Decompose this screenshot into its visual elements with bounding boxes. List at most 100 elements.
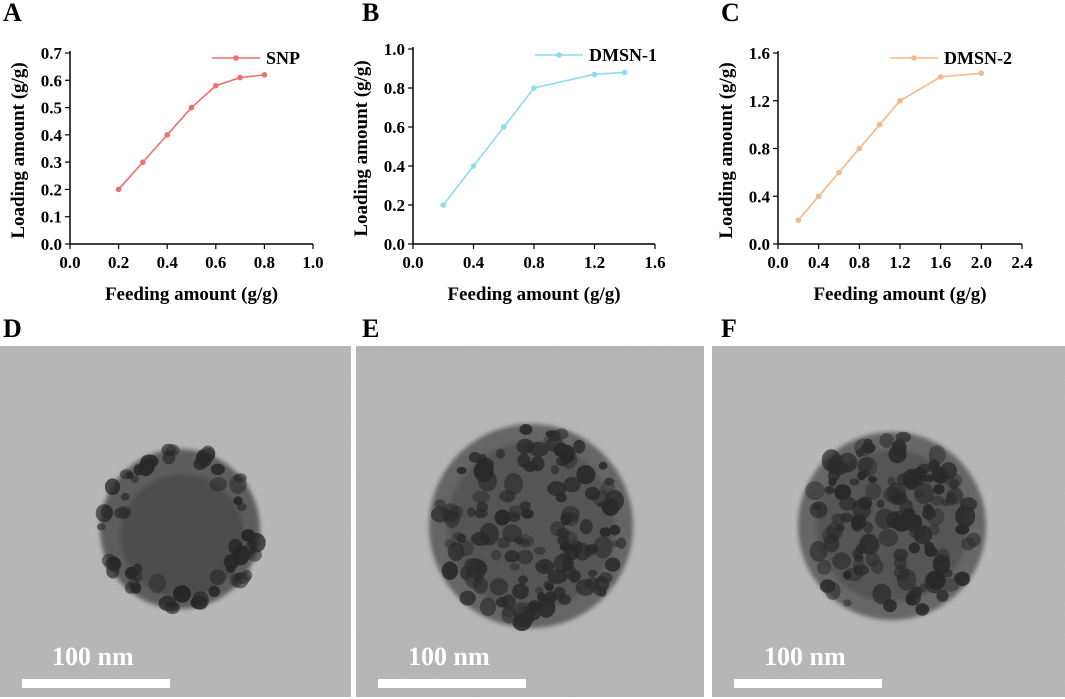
tem-grain — [928, 445, 946, 465]
tem-grain — [604, 557, 621, 572]
data-point — [531, 85, 537, 91]
tem-grain — [857, 457, 874, 472]
tem-grain — [906, 473, 918, 484]
tem-grain — [232, 544, 250, 566]
tem-grain — [468, 452, 482, 463]
tem-grain — [961, 537, 976, 551]
tem-grain — [491, 549, 502, 561]
tem-grain — [914, 489, 924, 498]
tem-grain — [933, 484, 945, 495]
data-point — [237, 74, 243, 81]
data-point — [815, 193, 822, 200]
scale-bar-label: 100 nm — [52, 642, 134, 671]
tem-grain — [832, 552, 851, 570]
legend-marker — [233, 55, 239, 61]
tem-grain — [593, 536, 613, 559]
y-tick-label: 0.4 — [41, 126, 63, 145]
data-point — [897, 97, 903, 104]
tem-grain — [140, 454, 159, 469]
y-tick-label: 1.0 — [384, 40, 405, 59]
tem-grain — [843, 599, 852, 607]
tem-grain — [467, 558, 487, 580]
tem-grain — [226, 565, 236, 573]
tem-grain — [835, 524, 845, 532]
x-tick-label: 0.4 — [157, 253, 179, 272]
tem-grain — [587, 569, 598, 577]
tem-image-f: 100 nm — [712, 346, 1065, 697]
tem-grain — [820, 579, 836, 593]
tem-grain — [878, 529, 898, 547]
tem-grain — [604, 477, 615, 486]
tem-grain — [935, 548, 950, 565]
tem-image-e: 100 nm — [356, 346, 704, 697]
data-point — [115, 186, 122, 193]
tem-grain — [609, 524, 621, 536]
tem-grain — [573, 439, 586, 454]
tem-grain — [941, 499, 950, 507]
panel-label-f: F — [721, 314, 737, 343]
x-tick-label: 1.2 — [584, 253, 605, 272]
y-tick-label: 0.0 — [384, 235, 405, 254]
tem-grain — [502, 524, 522, 543]
x-tick-label: 0.4 — [808, 253, 830, 272]
tem-image-d: 100 nm — [0, 346, 351, 697]
scale-bar — [378, 679, 526, 688]
tem-grain — [148, 574, 167, 593]
data-point — [164, 132, 170, 138]
data-point — [440, 202, 447, 208]
tem-grain — [966, 532, 981, 547]
tem-grain — [557, 535, 570, 546]
data-point — [140, 159, 146, 165]
data-point — [188, 104, 195, 111]
tem-grain — [586, 544, 599, 554]
tem-grain — [132, 572, 143, 583]
tem-grain — [509, 562, 520, 571]
tem-grain — [852, 548, 863, 560]
tem-grain — [550, 521, 566, 537]
x-axis-title: Feeding amount (g/g) — [813, 284, 986, 305]
y-tick-label: 0.8 — [384, 79, 405, 98]
y-tick-label: 1.6 — [749, 44, 770, 63]
tem-grain — [926, 508, 945, 526]
tem-grain — [555, 492, 567, 503]
data-point — [261, 72, 268, 78]
series-line — [442, 71, 625, 206]
tem-grain — [585, 486, 601, 501]
chart-b: 0.0 0.4 0.8 1.2 1.6 0.0 0.2 0.4 0.6 0.8 1.0 Feeding… — [351, 40, 666, 305]
tem-grain — [158, 595, 177, 611]
tem-grain — [196, 449, 209, 462]
tem-grain — [911, 586, 922, 598]
tem-grain — [941, 578, 960, 592]
y-tick-label: 0.8 — [749, 140, 770, 159]
tem-grain — [519, 424, 533, 435]
tem-grain — [840, 512, 853, 523]
tem-grain — [546, 436, 564, 452]
chart-a: 0.0 0.2 0.4 0.6 0.8 1.0 0.0 0.1 0.2 0.3 0.4 0.5 0.6 0… — [8, 44, 324, 305]
data-point — [978, 70, 985, 77]
y-tick-label: 0.6 — [384, 118, 405, 137]
tem-grain — [871, 559, 884, 574]
scale-bar — [734, 679, 882, 688]
tem-grain — [233, 473, 247, 483]
tem-grain — [816, 559, 832, 575]
tem-grain — [521, 508, 534, 519]
y-tick-label: 0.4 — [384, 157, 406, 176]
data-point — [500, 124, 507, 130]
tem-grain — [209, 569, 226, 586]
tem-grain — [529, 441, 549, 457]
tem-grain — [127, 568, 137, 576]
tem-grain — [853, 558, 865, 573]
tem-grain — [879, 433, 894, 448]
tem-grain — [434, 499, 446, 509]
tem-grain — [886, 482, 907, 506]
tem-grain — [237, 503, 247, 512]
tem-grain — [910, 474, 925, 486]
tem-grain — [494, 509, 511, 526]
tem-grain — [117, 505, 132, 520]
tem-grain — [834, 484, 852, 500]
tem-grain — [518, 575, 528, 585]
tem-grain — [823, 534, 840, 553]
tem-grain — [524, 443, 534, 452]
tem-grain — [543, 580, 554, 590]
tem-grain — [827, 469, 840, 482]
